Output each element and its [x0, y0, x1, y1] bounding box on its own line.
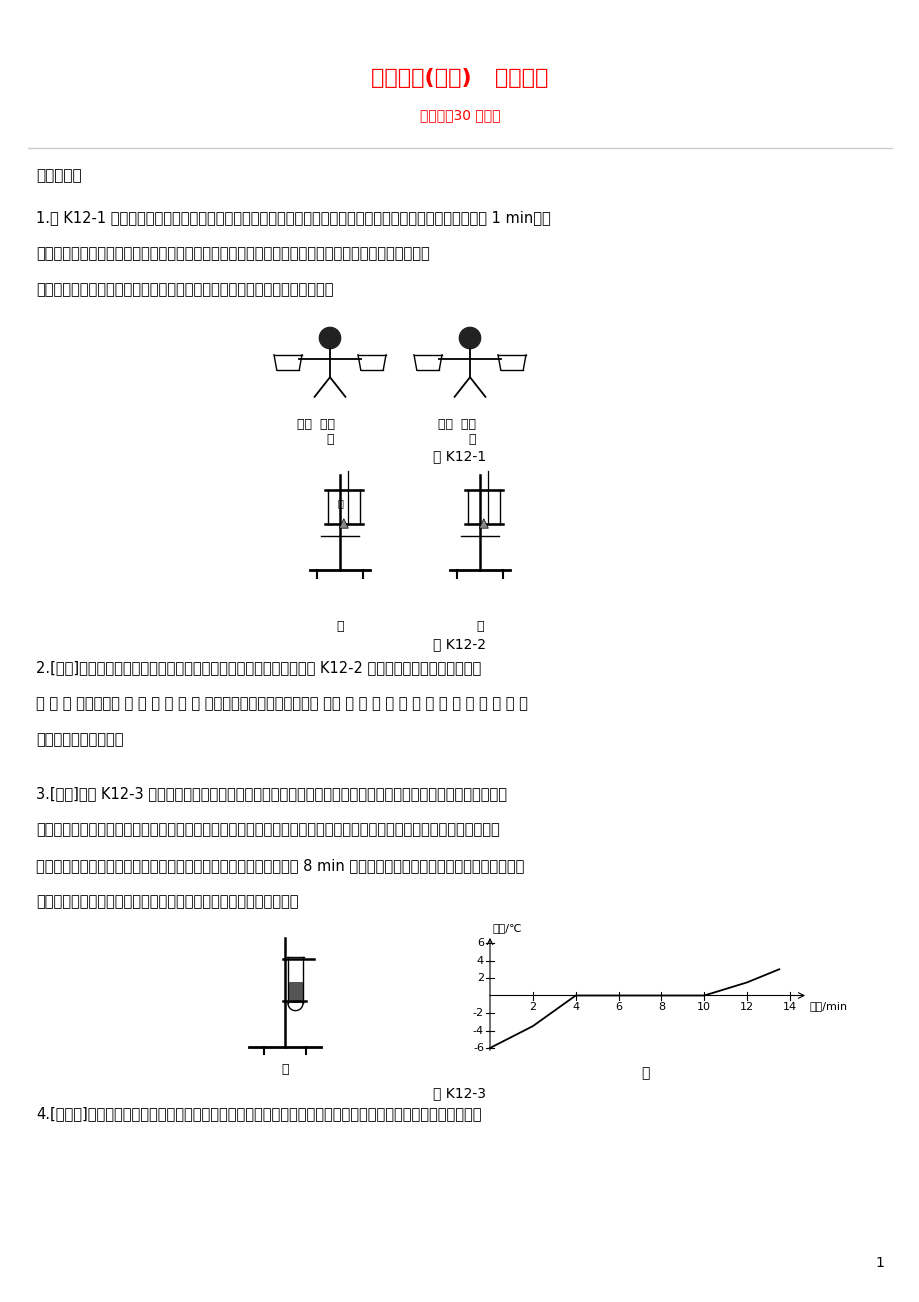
Text: -4: -4	[472, 1026, 483, 1035]
Text: -2: -2	[472, 1008, 483, 1018]
Bar	[288, 982, 302, 1003]
Text: 温水  温水: 温水 温水	[437, 418, 475, 431]
Text: 图 K12-3: 图 K12-3	[433, 1086, 486, 1100]
Text: 水: 水	[336, 497, 343, 508]
Text: 14: 14	[782, 1001, 796, 1012]
Text: 1: 1	[874, 1256, 883, 1269]
Text: 4: 4	[476, 956, 483, 966]
Text: 2: 2	[476, 973, 483, 983]
Text: 冷水  热水: 冷水 热水	[297, 418, 335, 431]
Text: 到＿＿＿＿＿＿＿＿＿＿＿＿＿，实验中用到的科学研究方法是＿＿＿＿法。: 到＿＿＿＿＿＿＿＿＿＿＿＿＿，实验中用到的科学研究方法是＿＿＿＿法。	[36, 283, 334, 297]
Text: 图 K12-1: 图 K12-1	[433, 449, 486, 464]
Text: 态」「液态」或「固液共存态」），冰在燕化过程中温度＿＿＿＿。: 态」「液态」或「固液共存态」），冰在燕化过程中温度＿＿＿＿。	[36, 894, 298, 909]
Text: 课时训练(十二)   物态变化: 课时训练(十二) 物态变化	[371, 68, 548, 89]
Text: 2.[烟台]小明在做探究海波燕化时温度的变化规律实验时，设计了如图 K12-2 所示的甲、乙两种方案，实验: 2.[烟台]小明在做探究海波燕化时温度的变化规律实验时，设计了如图 K12-2 …	[36, 660, 481, 674]
Text: 12: 12	[739, 1001, 754, 1012]
Text: 8: 8	[657, 1001, 664, 1012]
Text: 乙: 乙	[641, 1066, 649, 1079]
Text: 一、填空题: 一、填空题	[36, 168, 82, 184]
Text: 乙: 乙	[468, 434, 475, 447]
Text: 6: 6	[615, 1001, 621, 1012]
Circle shape	[319, 327, 340, 349]
Text: 后一起放入温水中，结果右手感到该温水较热，左手感到该温水较凉。这个实验的目的是使同学们认识: 后一起放入温水中，结果右手感到该温水较热，左手感到该温水较凉。这个实验的目的是使…	[36, 246, 429, 260]
Text: 应 选 用 ＿＿＿＿方 案 ， 其 优 点 是 ＿＿＿＿＿＿＿＿＿＿＿＿＿ ，实 验 过 程 中 温 度 计 示 数 的 变 化 情 况: 应 选 用 ＿＿＿＿方 案 ， 其 优 点 是 ＿＿＿＿＿＿＿＿＿＿＿＿＿ ，实…	[36, 697, 528, 711]
Text: 2: 2	[528, 1001, 536, 1012]
Text: 温度/℃: 温度/℃	[493, 923, 522, 934]
Text: -6: -6	[472, 1043, 483, 1053]
Text: 1.图 K12-1 是林红同学在物理课上做的实验：她先用布将眼睛蒙上，再将左、右手分别放在热水和冷水中浸泡 1 min，然: 1.图 K12-1 是林红同学在物理课上做的实验：她先用布将眼睛蒙上，再将左、右…	[36, 210, 550, 225]
Text: 乙: 乙	[476, 620, 483, 633]
Text: 图 K12-2: 图 K12-2	[433, 637, 486, 651]
Text: 6: 6	[476, 937, 483, 948]
Text: 时间/min: 时间/min	[809, 1001, 847, 1012]
Text: 甲: 甲	[326, 434, 334, 447]
Text: 是＿＿＿＿＿＿＿＿。: 是＿＿＿＿＿＿＿＿。	[36, 732, 123, 747]
Text: 甲: 甲	[281, 1062, 289, 1075]
Text: 4: 4	[572, 1001, 579, 1012]
Text: （限时：30 分钟）: （限时：30 分钟）	[419, 108, 500, 122]
Text: 3.[淮安]如图 K12-3 甲所示，探究冰的燕化特点时，将装有碎冰的试管直接放置在空气中，不用酒精灯加热，这样: 3.[淮安]如图 K12-3 甲所示，探究冰的燕化特点时，将装有碎冰的试管直接放…	[36, 786, 506, 801]
Circle shape	[459, 327, 480, 349]
Polygon shape	[479, 518, 488, 529]
Text: 甲: 甲	[335, 620, 344, 633]
Text: 做不但使试管均匀受热，而且冰的温度升高较＿＿＿＿（选填「快」或「慢」），便于记录各个时刻的温度。图乙是根据: 做不但使试管均匀受热，而且冰的温度升高较＿＿＿＿（选填「快」或「慢」），便于记录…	[36, 822, 499, 837]
Text: 4.[攀枝花]将一瓶饮料在冰笱中冷藏一段时间后，取出放一会儿，表面会变湿，用毛巾擦干后过一会儿又会变湿，: 4.[攀枝花]将一瓶饮料在冰笱中冷藏一段时间后，取出放一会儿，表面会变湿，用毛巾…	[36, 1105, 481, 1121]
Text: 实验数据绘制的冰燕化时温度随时间变化的图像。由图像可知，在第 8 min 末，试管里的冰处于＿＿＿＿＿＿（选填「固: 实验数据绘制的冰燕化时温度随时间变化的图像。由图像可知，在第 8 min 末，试…	[36, 858, 524, 874]
Polygon shape	[339, 518, 348, 529]
Text: 10: 10	[697, 1001, 710, 1012]
